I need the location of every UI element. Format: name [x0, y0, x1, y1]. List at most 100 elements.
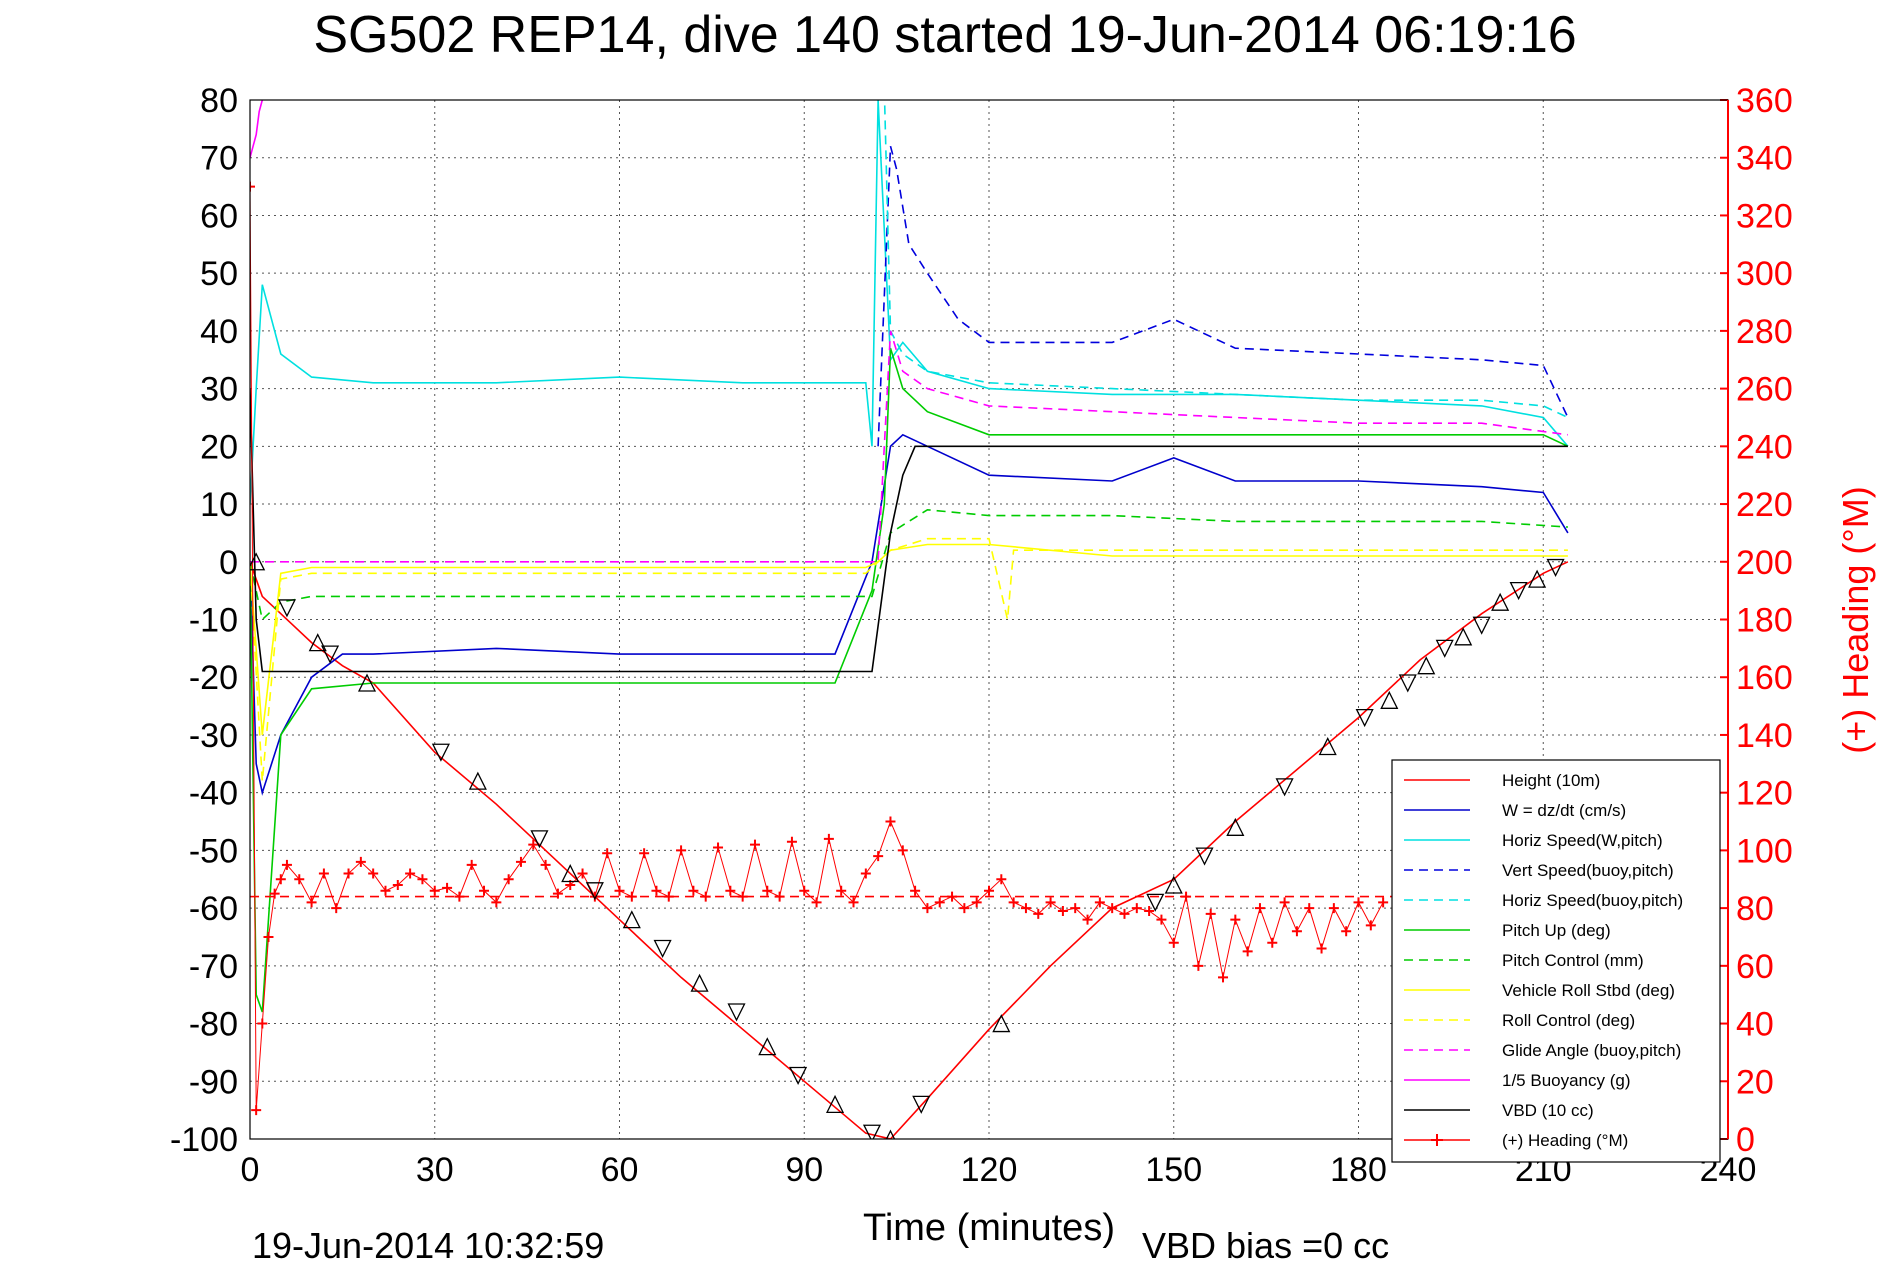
legend-box — [1391, 759, 1721, 1163]
series-12-point — [885, 816, 896, 827]
height-marker — [1454, 627, 1473, 646]
series-12-point — [897, 845, 908, 856]
series-12-point — [823, 833, 834, 844]
series-12-point — [1057, 905, 1068, 916]
series-12-point — [1168, 937, 1179, 948]
y-left-tick-label: -50 — [189, 832, 238, 870]
legend-label: Pitch Control (mm) — [1502, 951, 1644, 970]
series-12-point — [294, 874, 305, 885]
height-marker — [1398, 674, 1417, 693]
series-12-point — [614, 885, 625, 896]
legend-label: Vert Speed(buoy,pitch) — [1502, 861, 1674, 880]
height-marker — [1472, 616, 1491, 635]
series-12-point — [405, 868, 416, 879]
y-left-tick-label: 50 — [200, 255, 238, 293]
x-tick-label: 150 — [1145, 1151, 1202, 1189]
footer-timestamp: 19-Jun-2014 10:32:59 — [252, 1225, 604, 1262]
series-12-point — [1254, 903, 1265, 914]
height-marker — [1417, 656, 1436, 675]
series-12-point — [1020, 903, 1031, 914]
series-12-point — [306, 897, 317, 908]
series-12-point — [984, 885, 994, 896]
series-12-point — [1291, 926, 1302, 937]
height-marker — [1435, 639, 1454, 658]
height-marker — [690, 973, 709, 992]
series-12-point — [934, 897, 945, 908]
series-12-point — [749, 839, 760, 850]
series-12-point — [1341, 926, 1352, 937]
series-12-point — [577, 868, 588, 879]
series-9-line — [250, 330, 1569, 563]
series-12-point — [1144, 905, 1155, 916]
series-12-point — [318, 868, 329, 879]
series-12-point — [355, 856, 366, 867]
series-6-line — [250, 508, 1568, 622]
series-12-point — [959, 903, 970, 914]
y-right-tick-label: 80 — [1736, 890, 1774, 928]
height-marker — [308, 633, 327, 652]
series-12-point — [269, 888, 280, 899]
height-marker — [825, 1094, 845, 1114]
right-y-axis: 3603403203002802602402202001801601401201… — [1720, 82, 1793, 1159]
y-right-tick-label: 40 — [1736, 1006, 1774, 1044]
height-marker — [1355, 708, 1374, 728]
x-axis: 0 30 60 90 120 150 180 210 240 — [241, 1151, 1757, 1189]
series-12-point — [479, 885, 490, 896]
series-12-point — [602, 848, 613, 859]
legend-label: Pitch Up (deg) — [1502, 921, 1611, 940]
height-marker — [758, 1037, 777, 1056]
height-marker — [1226, 817, 1245, 836]
y-left-tick-label: -10 — [189, 602, 238, 640]
series-12-point — [1378, 897, 1389, 908]
series-12-point — [1045, 897, 1056, 908]
height-marker — [1195, 847, 1214, 866]
series-12-point — [1008, 897, 1019, 908]
series-12-point — [1107, 903, 1118, 914]
legend: Height (10m) W = dz/dt (cm/s) Horiz Speed(… — [1391, 759, 1721, 1163]
series-12-point — [811, 897, 822, 908]
legend-label: Roll Control (deg) — [1502, 1011, 1635, 1030]
y-right-tick-label: 220 — [1736, 486, 1793, 524]
series-12-point — [873, 851, 884, 862]
y-right-tick-label: 240 — [1736, 428, 1793, 466]
y-left-tick-label: 30 — [200, 371, 238, 409]
height-marker — [622, 910, 641, 929]
y-right-tick-label: 140 — [1736, 717, 1793, 755]
y-right-tick-label: 160 — [1736, 659, 1793, 697]
x-tick-label: 90 — [785, 1151, 823, 1189]
height-marker — [530, 830, 549, 849]
series-12-point — [417, 874, 428, 885]
legend-marker — [1431, 1134, 1443, 1146]
height-marker — [1491, 592, 1510, 611]
series-12-point — [1070, 903, 1081, 914]
y-left-tick-label: 10 — [200, 486, 238, 524]
series-12-point — [1304, 903, 1315, 914]
series-12-point — [762, 885, 773, 896]
series-12-point — [250, 181, 255, 192]
series-12-point — [910, 885, 921, 896]
footer-vbd-bias: VBD bias =0 cc — [1142, 1225, 1389, 1262]
y-right-tick-label: 260 — [1736, 371, 1793, 409]
height-marker — [277, 599, 297, 618]
series-3-line — [877, 145, 1569, 447]
series-12-point — [688, 885, 699, 896]
height-marker — [1546, 558, 1565, 578]
height-marker — [727, 1003, 746, 1022]
series-12-point — [922, 903, 933, 914]
height-marker — [912, 1095, 931, 1114]
series-12-point — [1119, 908, 1130, 919]
series-12-point — [331, 903, 342, 914]
legend-label: Height (10m) — [1502, 771, 1600, 790]
y-right-tick-label: 320 — [1736, 197, 1793, 235]
series-12-point — [466, 859, 477, 870]
height-marker — [1528, 569, 1547, 588]
height-marker — [1164, 875, 1183, 894]
legend-label: 1/5 Buoyancy (g) — [1502, 1071, 1631, 1090]
height-marker — [321, 645, 340, 664]
height-marker — [357, 673, 377, 692]
y-right-tick-label: 60 — [1736, 948, 1774, 986]
series-12-point — [1365, 920, 1376, 931]
series-12-point — [540, 859, 551, 870]
series-12-point — [528, 839, 539, 850]
series-12-point — [1193, 960, 1204, 971]
